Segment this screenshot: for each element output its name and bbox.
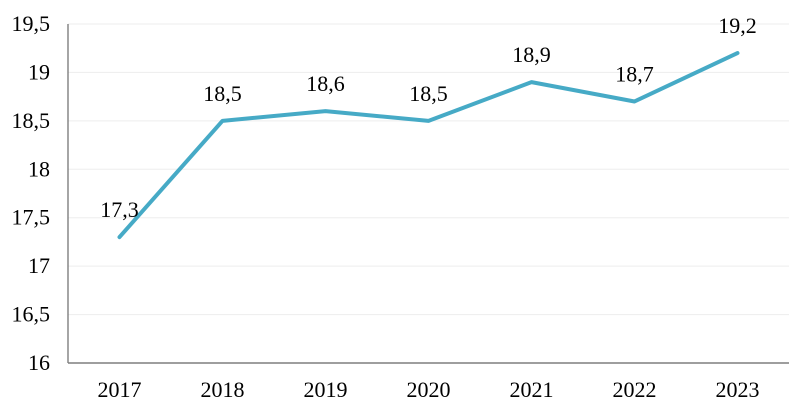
data-point-label: 19,2 [718,13,757,38]
y-axis-tick-label: 17 [28,253,50,278]
data-series-line [117,51,740,240]
x-axis-tick-label: 2019 [304,377,348,402]
data-point-label: 18,9 [512,42,551,67]
y-axis-tick-label: 18,5 [12,108,51,133]
y-axis-tick-label: 19,5 [12,11,51,36]
data-point-label: 17,3 [100,197,139,222]
x-axis-tick-label: 2020 [407,377,451,402]
y-axis-tick-label: 17,5 [12,205,51,230]
x-axis-tick-label: 2022 [613,377,657,402]
data-point-label: 18,5 [409,81,448,106]
y-axis-tick-label: 18 [28,156,50,181]
data-point-label: 18,5 [203,81,242,106]
x-axis-tick-label: 2018 [201,377,245,402]
x-axis-tick-label: 2017 [98,377,142,402]
x-axis-tick-label: 2021 [510,377,554,402]
y-axis-tick-label: 16,5 [12,302,51,327]
x-axis-tick-label: 2023 [716,377,760,402]
y-axis-tick-label: 16 [28,350,50,375]
data-point-label: 18,6 [306,71,345,96]
y-axis-tick-label: 19 [28,59,50,84]
data-point-label: 18,7 [615,61,654,86]
